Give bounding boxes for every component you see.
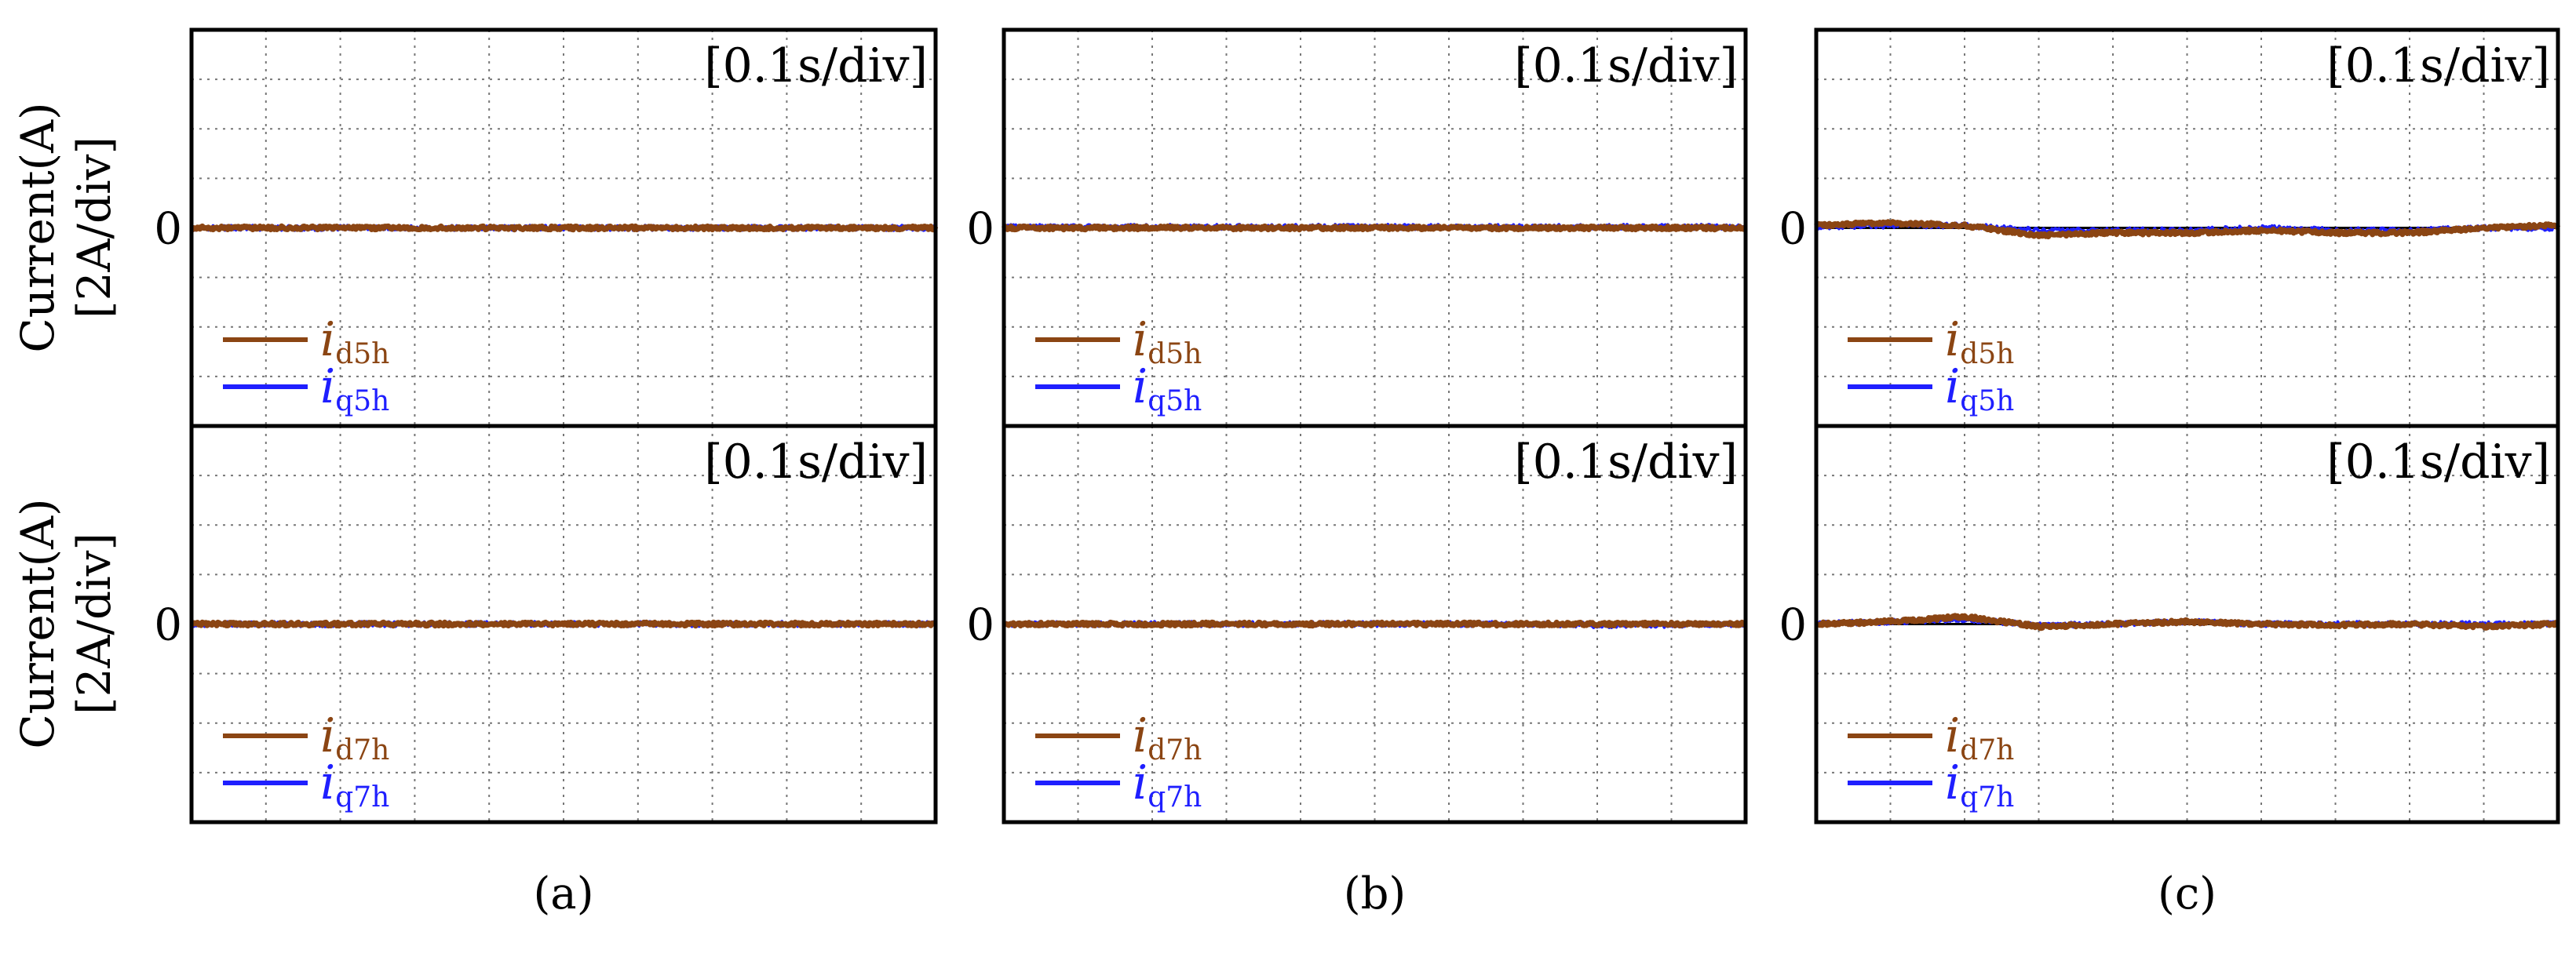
- zero-tick-label: 0: [154, 600, 182, 651]
- trace-i_d5h: [1814, 219, 2561, 240]
- legend-entry-q7h: iq7h: [1133, 755, 1202, 814]
- zero-tick-label: 0: [1779, 600, 1807, 651]
- legend-entry-q5h: iq5h: [320, 359, 389, 417]
- y-axis-label-quantity: Current(A): [11, 102, 64, 352]
- panel-caption-b: (b): [1344, 868, 1407, 919]
- zero-tick-label: 0: [154, 204, 182, 255]
- legend-entry-q5h: iq5h: [1133, 359, 1202, 417]
- plot-frame: [1814, 424, 2560, 824]
- trace-i_d7h: [1815, 613, 2560, 632]
- legend-entry-q7h: iq7h: [1945, 755, 2014, 814]
- legend-entry-d7h: id7h: [320, 708, 389, 766]
- trace-i_d7h: [190, 619, 937, 629]
- legend-entry-d5h: id5h: [320, 312, 389, 370]
- trace-i_d7h: [1002, 619, 1748, 629]
- zero-tick-label: 0: [966, 600, 994, 651]
- zero-tick-label: 0: [1779, 204, 1807, 255]
- timescale-label: [0.1s/div]: [704, 435, 928, 490]
- timescale-label: [0.1s/div]: [1514, 38, 1738, 93]
- zero-tick-label: 0: [966, 204, 994, 255]
- panel-caption-a: (a): [533, 868, 593, 919]
- timescale-label: [0.1s/div]: [704, 38, 928, 93]
- trace-i_d5h: [189, 223, 939, 233]
- y-axis-label-5h: Current(A) [2A/div]: [11, 102, 121, 352]
- panel-caption-c: (c): [2158, 868, 2217, 919]
- y-axis-label-scale: [2A/div]: [68, 137, 121, 319]
- legend-entry-d7h: id7h: [1133, 708, 1202, 766]
- legend-entry-d5h: id5h: [1133, 312, 1202, 370]
- legend-entry-q7h: iq7h: [320, 755, 389, 814]
- y-axis-label-scale: [2A/div]: [68, 533, 121, 715]
- legend-entry-d7h: id7h: [1945, 708, 2014, 766]
- legend-entry-q5h: iq5h: [1945, 359, 2014, 417]
- legend-entry-d5h: id5h: [1945, 312, 2014, 370]
- y-axis-label-quantity: Current(A): [11, 498, 64, 748]
- plot-frame: [1002, 424, 1748, 824]
- trace-i_d5h: [1001, 223, 1748, 233]
- timescale-label: [0.1s/div]: [1514, 435, 1738, 490]
- y-axis-label-7h: Current(A) [2A/div]: [11, 498, 121, 748]
- plot-frame: [189, 424, 938, 824]
- timescale-label: [0.1s/div]: [2326, 435, 2550, 490]
- timescale-label: [0.1s/div]: [2326, 38, 2550, 93]
